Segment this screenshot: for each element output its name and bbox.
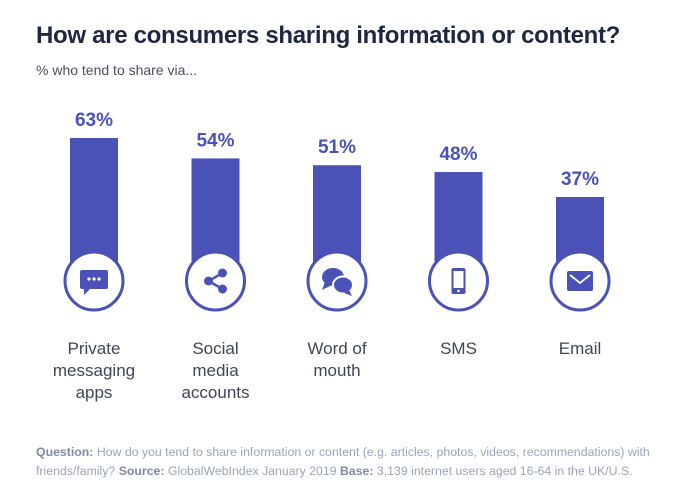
speech-bubbles-icon: [322, 268, 354, 296]
chat-bubble-icon: [80, 270, 108, 295]
category-label-line: Private: [68, 339, 121, 358]
value-label: 51%: [318, 137, 356, 158]
bar-group: 37% Email: [549, 169, 611, 358]
value-label: 48%: [439, 144, 477, 165]
category-label: Word of mouth: [307, 339, 366, 380]
category-label-line: messaging: [53, 361, 135, 380]
bar-chart: 63% Private messaging apps 54% Social media acc…: [53, 110, 611, 402]
dot: [97, 277, 101, 281]
mobile-phone-icon: [451, 268, 466, 294]
base-label: Base:: [339, 464, 374, 478]
category-label-line: mouth: [313, 361, 360, 380]
value-label: 63%: [75, 110, 113, 131]
category-label: Social media accounts: [181, 339, 249, 402]
category-label-line: SMS: [440, 339, 477, 358]
category-label-line: Word of: [307, 339, 366, 358]
source-label: Source:: [118, 464, 165, 478]
chart-title: How are consumers sharing information or…: [36, 22, 621, 49]
value-label: 54%: [196, 130, 234, 151]
value-label: 37%: [561, 169, 599, 190]
category-label: Email: [559, 339, 602, 358]
dot: [92, 277, 96, 281]
chart-subtitle: % who tend to share via...: [36, 62, 198, 78]
category-label-line: Email: [559, 339, 602, 358]
category-label-line: Social: [192, 339, 238, 358]
category-label-line: accounts: [181, 383, 249, 402]
bar-group: 48% SMS: [428, 144, 489, 358]
envelope-icon: [567, 271, 593, 291]
share-icon: [204, 268, 227, 294]
category-label-line: media: [192, 361, 239, 380]
icon-circle: [185, 250, 246, 312]
footer-note: Question: How do you tend to share infor…: [36, 443, 676, 481]
source-text: GlobalWebIndex January 2019: [167, 464, 337, 478]
bar-group: 51% Word of mouth: [306, 137, 368, 380]
category-label: Private messaging apps: [53, 339, 135, 402]
dot: [87, 277, 91, 281]
question-text: How do you tend to share information or …: [36, 445, 650, 478]
question-label: Question:: [36, 445, 94, 459]
category-label: SMS: [440, 339, 477, 358]
base-text: 3,139 internet users aged 16-64 in the U…: [376, 464, 633, 478]
bar-group: 63% Private messaging apps: [53, 110, 135, 402]
bar-group: 54% Social media accounts: [181, 130, 249, 402]
category-label-line: apps: [76, 383, 113, 402]
